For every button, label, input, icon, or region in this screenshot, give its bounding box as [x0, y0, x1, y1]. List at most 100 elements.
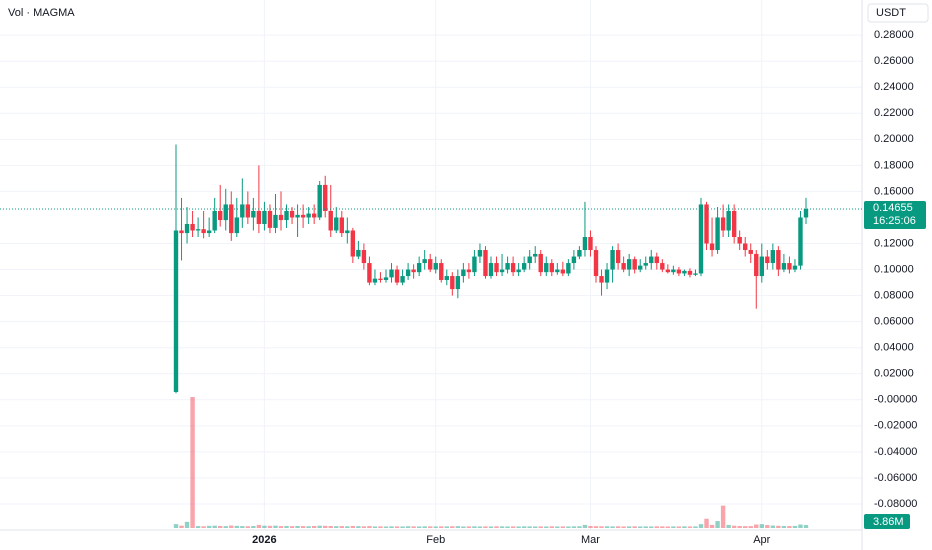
- volume-bar: [416, 526, 422, 528]
- y-tick-label: 0.08000: [874, 290, 914, 302]
- candle-body: [461, 269, 466, 277]
- volume-bar: [411, 526, 416, 528]
- volume-bar: [405, 526, 411, 528]
- candle-body: [577, 250, 582, 257]
- volume-bar: [278, 526, 284, 528]
- currency-label[interactable]: USDT: [876, 7, 906, 19]
- volume-bar: [184, 521, 190, 528]
- candle-body: [262, 210, 267, 224]
- candle-body: [328, 210, 333, 231]
- volume-bar: [422, 526, 427, 528]
- candle-body: [521, 263, 527, 270]
- volume-bar: [245, 526, 251, 528]
- candle-body: [201, 229, 206, 234]
- x-tick-label: Feb: [426, 534, 445, 546]
- y-tick-label: 0.28000: [874, 29, 914, 41]
- volume-bar: [223, 526, 228, 528]
- candle-body: [781, 263, 787, 270]
- candle-body: [416, 263, 422, 273]
- volume-bar: [682, 526, 687, 528]
- volume-value-label: 3.86M: [873, 516, 904, 528]
- candle-body: [488, 263, 494, 277]
- volume-bar: [433, 526, 438, 528]
- candle-body: [284, 210, 289, 221]
- volume-bar: [792, 525, 798, 528]
- candle-body: [173, 230, 179, 392]
- candle-body: [411, 269, 416, 273]
- volume-bar: [173, 524, 179, 528]
- candle-body: [206, 230, 212, 234]
- last-price-box: [864, 200, 926, 229]
- volume-bar: [439, 526, 444, 528]
- volume-bar: [389, 526, 394, 528]
- candle-body: [356, 250, 361, 257]
- volume-bar: [676, 526, 682, 528]
- volume-bar: [599, 526, 604, 528]
- candle-body: [544, 263, 549, 273]
- candle-body: [615, 250, 621, 264]
- volume-bar: [378, 526, 383, 528]
- candle-body: [179, 230, 184, 234]
- candle-body: [582, 237, 588, 251]
- volume-bar: [566, 526, 571, 528]
- volume-bar: [295, 525, 300, 528]
- candle-body: [566, 263, 571, 274]
- volume-bar: [555, 526, 560, 528]
- candle-body: [676, 269, 682, 274]
- candle-body: [278, 214, 284, 221]
- volume-bar: [472, 526, 477, 528]
- candle-body: [538, 253, 543, 273]
- volume-bar: [743, 526, 748, 528]
- volume-bar: [444, 526, 449, 528]
- volume-bar: [748, 526, 753, 528]
- candle-body: [715, 217, 720, 251]
- volume-bar: [560, 526, 566, 528]
- candle-body: [643, 263, 648, 266]
- candle-body: [483, 250, 488, 277]
- volume-bar: [306, 526, 311, 528]
- candle-body: [555, 269, 560, 273]
- volume-bar: [731, 525, 737, 528]
- candle-body: [466, 269, 472, 273]
- candle-body: [477, 250, 483, 257]
- volume-bar: [256, 524, 262, 528]
- volume-bar: [218, 525, 223, 528]
- candle-body: [190, 223, 195, 231]
- volume-bar: [195, 526, 201, 528]
- volume-bar: [361, 526, 367, 528]
- volume-bar: [521, 526, 527, 528]
- candle-body: [245, 204, 251, 218]
- volume-bar: [571, 526, 577, 528]
- candle-body: [693, 273, 698, 275]
- candle-body: [754, 253, 759, 277]
- volume-bar: [704, 518, 709, 528]
- candle-body: [334, 217, 339, 231]
- countdown-label: 16:25:06: [873, 215, 916, 227]
- volume-bar: [687, 526, 693, 528]
- volume-bar: [461, 526, 466, 528]
- candle-body: [405, 269, 411, 277]
- volume-bar: [544, 526, 549, 528]
- candle-body: [455, 276, 461, 290]
- y-tick-label: 0.22000: [874, 107, 914, 119]
- currency-box[interactable]: [867, 3, 929, 23]
- volume-bar: [787, 526, 792, 528]
- candle-body: [704, 204, 709, 244]
- candle-body: [323, 184, 328, 211]
- volume-bar: [549, 526, 554, 528]
- candle-body: [720, 217, 726, 231]
- volume-bar: [803, 525, 809, 528]
- volume-bar: [206, 525, 212, 528]
- candle-body: [748, 250, 753, 254]
- volume-bar: [533, 526, 538, 528]
- y-tick-label: -0.08000: [874, 498, 917, 510]
- volume-bar: [494, 526, 499, 528]
- candle-body: [660, 263, 665, 270]
- candle-body: [593, 250, 599, 277]
- candle-body: [765, 256, 770, 264]
- volume-bar: [499, 526, 505, 528]
- candle-body: [234, 217, 239, 234]
- volume-bar: [527, 526, 532, 528]
- volume-bar: [428, 526, 433, 528]
- candle-body: [494, 263, 499, 273]
